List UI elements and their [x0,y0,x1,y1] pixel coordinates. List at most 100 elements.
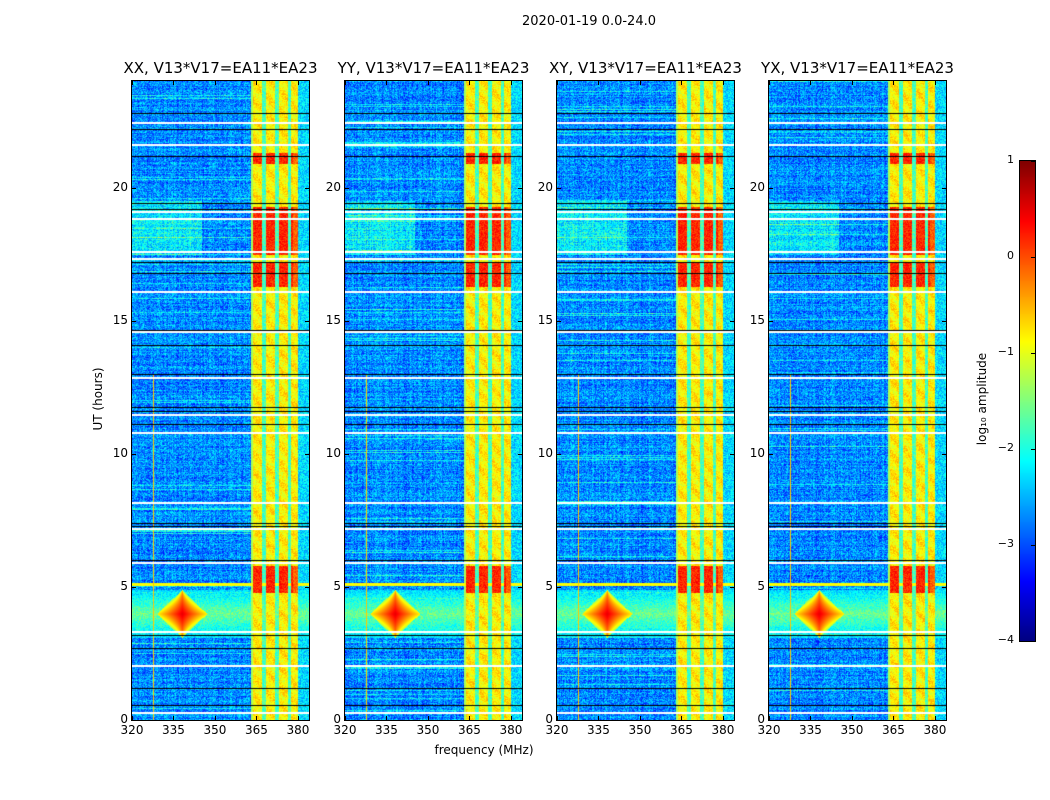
y-tick-label: 10 [112,445,128,460]
x-tick-label: 335 [587,723,610,737]
panel-title: YX, V13*V17=EA11*EA23 [761,59,954,77]
x-tick-label: 335 [375,723,398,737]
y-tick [557,187,561,189]
x-tick [427,716,429,720]
x-tick-top [934,81,936,85]
y-tick-right [518,320,522,322]
x-tick [214,716,216,720]
colorbar-gradient [1020,161,1035,641]
x-tick-top [722,81,724,85]
y-tick-right [305,720,309,721]
x-tick-top [557,81,558,85]
y-tick [345,453,349,455]
heatmap-panel: XX, V13*V17=EA11*EA23 320 335 350 365 380 0 5 10… [113,59,318,737]
x-tick [386,716,388,720]
x-tick [934,716,936,720]
x-tick [173,716,175,720]
y-tick-label: 20 [537,179,553,194]
x-tick-label: 380 [286,723,310,737]
colorbar-tick [1031,161,1035,162]
y-tick-right [730,187,734,189]
y-tick-right [942,453,946,455]
colorbar-tick-label: −4 [997,633,1014,646]
x-tick-top [769,81,770,85]
y-tick-right [518,720,522,721]
y-tick-right [730,453,734,455]
x-tick-label: 320 [757,723,781,737]
y-tick [132,453,136,455]
x-tick-top [810,81,812,85]
x-tick-top [345,81,346,85]
x-tick-label: 320 [120,723,144,737]
colorbar-tick-label: −3 [997,537,1014,550]
y-tick-label: 0 [757,712,765,726]
x-tick-label: 335 [162,723,185,737]
x-tick-label: 365 [882,723,905,737]
y-tick-right [942,720,946,721]
y-tick-label: 15 [325,312,341,327]
x-tick-top [681,81,683,85]
colorbar-tick [1031,353,1035,354]
y-tick [557,453,561,455]
x-tick [469,716,471,720]
x-tick-label: 350 [840,723,864,737]
y-tick-label: 20 [325,179,341,194]
y-tick-right [942,586,946,588]
x-tick-top [639,81,641,85]
x-tick-top [851,81,853,85]
y-tick-label: 5 [757,578,765,593]
colorbar-tick-label: 0 [1007,249,1014,262]
heatmap-image [132,81,309,720]
y-tick [132,320,136,322]
y-tick-label: 15 [537,312,553,327]
y-tick-right [518,187,522,189]
x-tick-top [510,81,512,85]
heatmap-panel: YX, V13*V17=EA11*EA23 320 335 350 365 380 0 5 10… [750,59,954,737]
y-tick [769,320,773,322]
x-tick [893,716,895,720]
x-axis-label: frequency (MHz) [434,743,534,757]
x-tick-top [386,81,388,85]
x-tick-top [598,81,600,85]
x-tick-label: 380 [923,723,947,737]
x-tick-label: 350 [416,723,440,737]
y-tick-label: 20 [112,179,128,194]
y-tick-label: 10 [537,445,553,460]
y-tick [345,187,349,189]
y-tick [769,453,773,455]
x-tick [557,716,558,720]
y-tick [557,720,561,721]
y-tick-right [942,320,946,322]
colorbar-tick [1031,545,1035,546]
y-tick-right [730,320,734,322]
panel-title: YY, V13*V17=EA11*EA23 [337,59,530,77]
colorbar-tick-label: 1 [1007,153,1014,166]
x-tick-label: 335 [799,723,822,737]
x-tick [598,716,600,720]
x-tick-top [132,81,133,85]
heatmap-image [557,81,734,720]
y-axis-label: UT (hours) [91,367,105,431]
y-tick [345,586,349,588]
y-tick-label: 0 [120,712,128,726]
x-tick-label: 365 [245,723,268,737]
colorbar-tick [1031,641,1035,642]
x-tick [345,716,346,720]
y-tick-right [942,187,946,189]
y-tick [769,720,773,721]
x-tick-top [893,81,895,85]
y-tick-label: 5 [120,578,128,593]
x-tick-top [256,81,258,85]
y-tick-label: 5 [545,578,553,593]
x-tick [681,716,683,720]
y-tick [769,187,773,189]
y-tick-right [730,720,734,721]
y-tick [769,586,773,588]
heatmap-panel: YY, V13*V17=EA11*EA23 320 335 350 365 380 0 5 10… [326,59,530,737]
y-tick [557,320,561,322]
x-tick [132,716,133,720]
y-tick-label: 5 [333,578,341,593]
x-tick [851,716,853,720]
x-tick-top [427,81,429,85]
y-tick-label: 15 [749,312,765,327]
